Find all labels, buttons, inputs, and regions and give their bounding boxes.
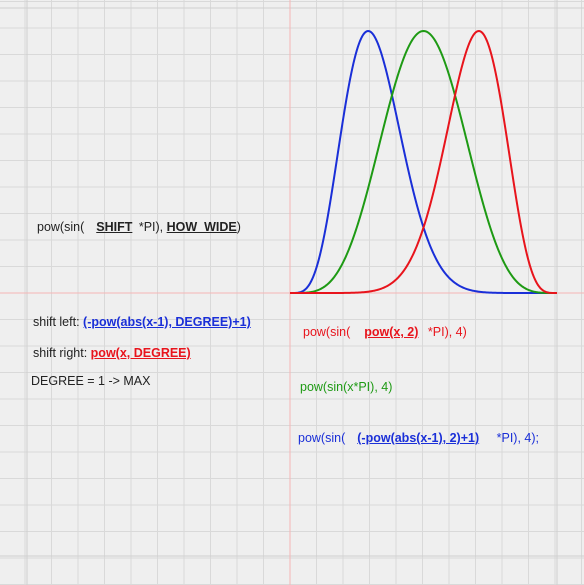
main-formula-part-c: ) [236,220,241,234]
curve-green [290,29,557,294]
main-formula-label: pow(sin( SHIFT *PI), HOW_WIDE) [37,219,241,235]
shift-left-expression: (-pow(abs(x-1), DEGREE)+1) [83,315,251,329]
main-formula-part-b: *PI), [135,220,167,234]
curve-blue [290,30,557,294]
shift-keyword: SHIFT [96,220,133,234]
main-formula-part-a: pow(sin( [37,220,85,234]
curves [290,29,557,294]
blue-formula-label: pow(sin( (-pow(abs(x-1), 2)+1) *PI), 4); [298,430,539,446]
red-formula-part-b: *PI), 4) [424,325,467,339]
red-formula-label: pow(sin( pow(x, 2) *PI), 4) [303,324,467,340]
shift-right-expression: pow(x, DEGREE) [90,346,191,360]
blue-formula-part-a: pow(sin( [298,431,346,445]
shift-right-prefix: shift right: [33,346,91,360]
curve-red [290,30,557,294]
how-wide-keyword: HOW_WIDE [166,220,237,234]
shift-left-label: shift left: (-pow(abs(x-1), DEGREE)+1) [33,314,251,330]
blue-formula-expression: (-pow(abs(x-1), 2)+1) [357,431,480,445]
red-formula-part-a: pow(sin( [303,325,351,339]
blue-formula-part-b: *PI), 4); [493,431,539,445]
degree-label: DEGREE = 1 -> MAX [31,374,151,388]
green-formula-label: pow(sin(x*PI), 4) [300,380,393,394]
shift-right-label: shift right: pow(x, DEGREE) [33,345,191,361]
red-formula-expression: pow(x, 2) [364,325,419,339]
shift-left-prefix: shift left: [33,315,84,329]
